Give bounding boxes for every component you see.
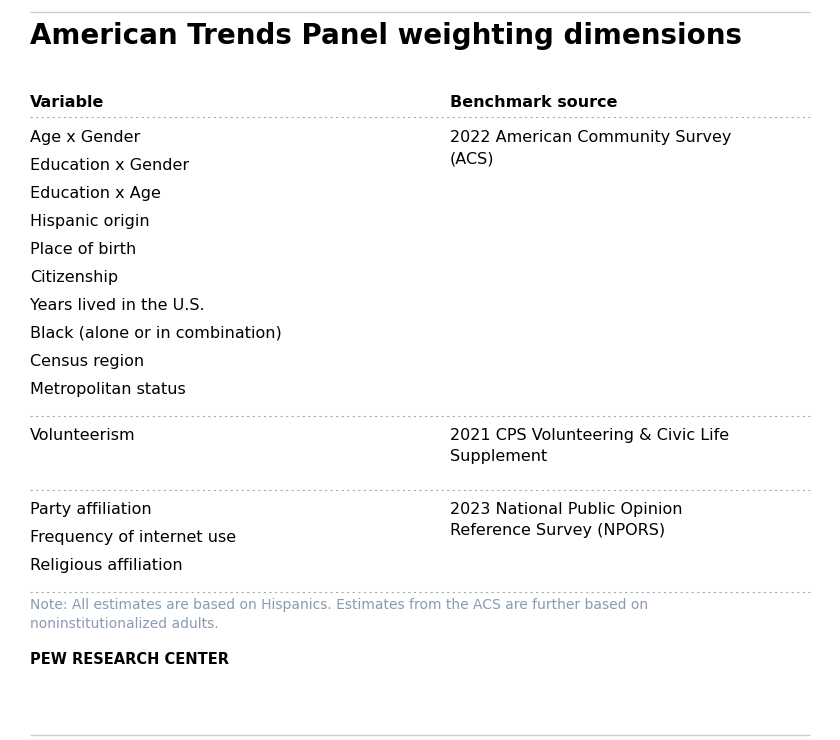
Text: Education x Gender: Education x Gender: [30, 158, 189, 173]
Text: PEW RESEARCH CENTER: PEW RESEARCH CENTER: [30, 652, 229, 667]
Text: Volunteerism: Volunteerism: [30, 428, 135, 443]
Text: Place of birth: Place of birth: [30, 242, 136, 257]
Text: Census region: Census region: [30, 354, 144, 369]
Text: American Trends Panel weighting dimensions: American Trends Panel weighting dimensio…: [30, 22, 742, 50]
Text: Benchmark source: Benchmark source: [450, 95, 617, 110]
Text: Note: All estimates are based on Hispanics. Estimates from the ACS are further b: Note: All estimates are based on Hispani…: [30, 598, 648, 631]
Text: Religious affiliation: Religious affiliation: [30, 558, 182, 573]
Text: Black (alone or in combination): Black (alone or in combination): [30, 326, 281, 341]
Text: Metropolitan status: Metropolitan status: [30, 382, 186, 397]
Text: 2023 National Public Opinion
Reference Survey (NPORS): 2023 National Public Opinion Reference S…: [450, 502, 683, 538]
Text: 2022 American Community Survey
(ACS): 2022 American Community Survey (ACS): [450, 130, 732, 166]
Text: Age x Gender: Age x Gender: [30, 130, 140, 145]
Text: Party affiliation: Party affiliation: [30, 502, 152, 517]
Text: Frequency of internet use: Frequency of internet use: [30, 530, 236, 545]
Text: Variable: Variable: [30, 95, 104, 110]
Text: 2021 CPS Volunteering & Civic Life
Supplement: 2021 CPS Volunteering & Civic Life Suppl…: [450, 428, 729, 464]
Text: Hispanic origin: Hispanic origin: [30, 214, 150, 229]
Text: Education x Age: Education x Age: [30, 186, 161, 201]
Text: Years lived in the U.S.: Years lived in the U.S.: [30, 298, 205, 313]
Text: Citizenship: Citizenship: [30, 270, 118, 285]
